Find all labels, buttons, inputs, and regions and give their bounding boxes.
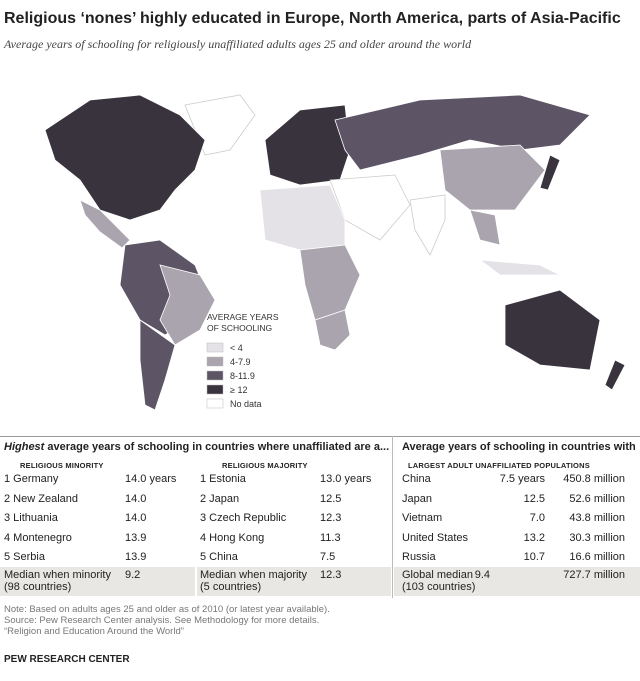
note-line: Source: Pew Research Center analysis. Se… bbox=[4, 615, 320, 626]
row-value: 11.3 bbox=[320, 531, 341, 544]
row-population: 43.8 million bbox=[569, 512, 625, 524]
right-subheading: LARGEST ADULT UNAFFILIATED POPULATIONS bbox=[408, 461, 590, 470]
row-name: 4 Hong Kong bbox=[200, 531, 265, 544]
median-band bbox=[394, 567, 640, 596]
median-label: Global median bbox=[402, 569, 473, 581]
world-map: AVERAGE YEARS OF SCHOOLING < 4 4-7.9 8-11.… bbox=[44, 94, 626, 411]
minority-title: RELIGIOUS MINORITY bbox=[20, 461, 104, 470]
europe bbox=[264, 104, 351, 186]
row-value: 14.0 years bbox=[125, 473, 177, 485]
brazil bbox=[159, 264, 216, 346]
legend-label: < 4 bbox=[230, 343, 243, 353]
right-heading: Average years of schooling in countries … bbox=[402, 441, 636, 453]
japan bbox=[539, 154, 561, 191]
row-years: 12.5 bbox=[523, 492, 545, 505]
southern-africa bbox=[314, 309, 351, 351]
row-value: 13.9 bbox=[125, 531, 147, 544]
mexico bbox=[79, 199, 131, 249]
row-name: 1 Germany bbox=[4, 473, 59, 485]
legend-swatch bbox=[206, 342, 224, 353]
row-value: 13.0 years bbox=[320, 473, 372, 485]
legend-swatch bbox=[206, 370, 224, 381]
row-years: 7.5 years bbox=[499, 473, 545, 485]
row-name: China bbox=[402, 473, 431, 485]
legend-label: ≥ 12 bbox=[230, 385, 247, 395]
legend-swatch bbox=[206, 384, 224, 395]
row-years: 10.7 bbox=[523, 551, 545, 563]
source: PEW RESEARCH CENTER bbox=[4, 654, 130, 665]
se-asia bbox=[469, 209, 501, 246]
median-label: Median when minority bbox=[4, 569, 111, 581]
china bbox=[439, 144, 546, 211]
median-value: 12.3 bbox=[320, 569, 342, 581]
row-name: Russia bbox=[402, 551, 436, 563]
row-value: 7.5 bbox=[320, 551, 336, 563]
notes: Note: Based on adults ages 25 and older … bbox=[4, 604, 330, 637]
median-value: 9.4 bbox=[474, 569, 490, 581]
legend-swatch bbox=[206, 356, 224, 367]
heading-emphasis: Highest bbox=[4, 441, 45, 453]
row-name: 5 China bbox=[200, 551, 238, 563]
median-label: (103 countries) bbox=[402, 581, 476, 593]
note-line: “Religion and Education Around the World… bbox=[4, 626, 184, 637]
median-label: Median when majority bbox=[200, 569, 307, 581]
legend-swatch bbox=[206, 398, 224, 409]
row-name: Japan bbox=[402, 492, 432, 505]
heading-rest: average years of schooling in countries … bbox=[44, 441, 390, 453]
median-label: (5 countries) bbox=[200, 581, 262, 593]
row-name: 4 Montenegro bbox=[4, 531, 72, 544]
median-label: (98 countries) bbox=[4, 581, 72, 593]
north-africa bbox=[259, 184, 346, 251]
row-value: 14.0 bbox=[125, 492, 147, 505]
central-africa bbox=[299, 244, 361, 321]
row-years: 7.0 bbox=[529, 512, 545, 524]
row-name: 2 New Zealand bbox=[4, 492, 78, 505]
india bbox=[409, 194, 446, 256]
row-name: Vietnam bbox=[402, 512, 443, 524]
legend-label: 8-11.9 bbox=[230, 371, 255, 381]
row-name: United States bbox=[402, 531, 469, 544]
median-band bbox=[197, 567, 391, 596]
majority-title: RELIGIOUS MAJORITY bbox=[222, 461, 308, 470]
row-name: 3 Czech Republic bbox=[200, 512, 287, 524]
row-name: 5 Serbia bbox=[4, 551, 45, 563]
row-name: 3 Lithuania bbox=[4, 512, 58, 524]
row-population: 30.3 million bbox=[569, 531, 625, 544]
legend-title: OF SCHOOLING bbox=[207, 323, 272, 333]
subtitle: Average years of schooling for religious… bbox=[4, 37, 472, 51]
note-line: Note: Based on adults ages 25 and older … bbox=[4, 604, 330, 615]
row-value: 12.5 bbox=[320, 492, 342, 505]
row-years: 13.2 bbox=[523, 531, 545, 544]
row-value: 14.0 bbox=[125, 512, 147, 524]
row-value: 13.9 bbox=[125, 551, 147, 563]
legend-label: No data bbox=[230, 399, 262, 409]
row-population: 52.6 million bbox=[569, 492, 625, 505]
australia bbox=[504, 289, 601, 371]
row-name: 2 Japan bbox=[200, 492, 240, 505]
legend-title: AVERAGE YEARS bbox=[207, 312, 279, 322]
north-america bbox=[44, 94, 206, 221]
legend-label: 4-7.9 bbox=[230, 357, 251, 367]
left-heading: Highest average years of schooling in co… bbox=[4, 441, 389, 453]
row-value: 12.3 bbox=[320, 512, 342, 524]
south-america-south bbox=[139, 319, 176, 411]
median-band bbox=[0, 567, 195, 596]
indonesia bbox=[478, 259, 561, 276]
row-name: 1 Estonia bbox=[200, 473, 246, 485]
legend: < 4 4-7.9 8-11.9 ≥ 12 No data bbox=[206, 342, 262, 409]
row-population: 16.6 million bbox=[569, 551, 625, 563]
divider bbox=[0, 436, 640, 437]
column-divider bbox=[392, 436, 393, 598]
median-population: 727.7 million bbox=[563, 569, 625, 581]
row-population: 450.8 million bbox=[563, 473, 625, 485]
new-zealand bbox=[604, 359, 626, 391]
title: Religious ‘nones’ highly educated in Eur… bbox=[4, 10, 621, 27]
median-value: 9.2 bbox=[125, 569, 141, 581]
